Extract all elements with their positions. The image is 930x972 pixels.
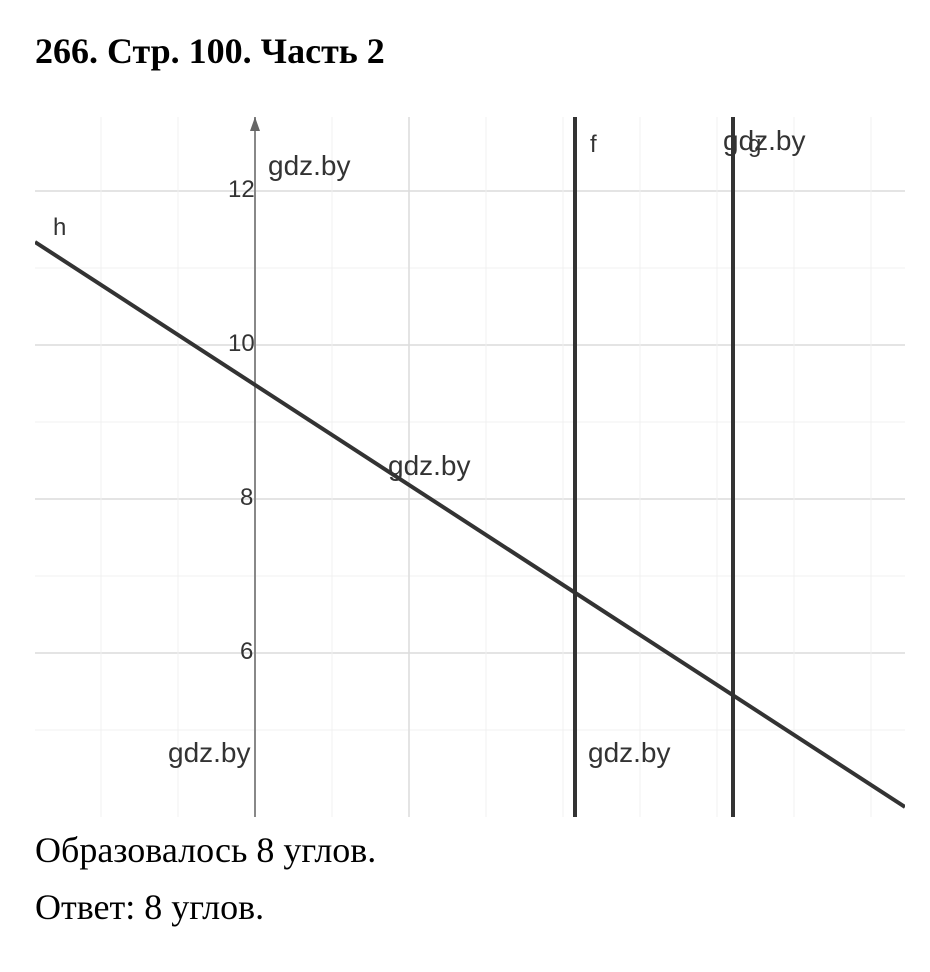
y-tick-label: 10 xyxy=(228,330,255,357)
y-tick-label: 8 xyxy=(240,484,253,511)
chart-svg: f g h 12 10 8 6 xyxy=(35,117,905,817)
y-tick-label: 12 xyxy=(228,176,255,203)
page-title: 266. Стр. 100. Часть 2 xyxy=(35,30,900,72)
line-label-g: g xyxy=(748,131,761,158)
answer-line-2: Ответ: 8 углов. xyxy=(35,884,900,931)
line-label-f: f xyxy=(590,131,597,158)
line-label-h: h xyxy=(53,214,66,241)
y-tick-label: 6 xyxy=(240,638,253,665)
answer-line-1: Образовалось 8 углов. xyxy=(35,827,900,874)
chart-container: fgh121086 gdz.bygdz.bygdz.bygdz.bygdz.by xyxy=(35,117,905,817)
